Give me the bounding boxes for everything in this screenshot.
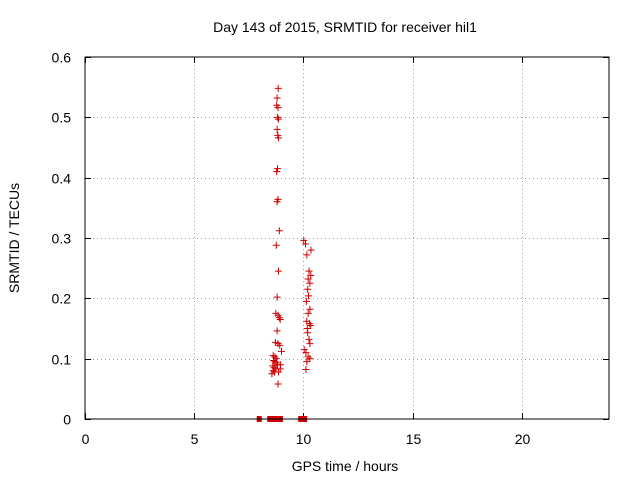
data-point xyxy=(268,370,276,378)
data-point xyxy=(276,365,284,373)
data-point xyxy=(274,104,282,112)
x-axis-ticks: 0 5 10 15 20 xyxy=(82,57,531,447)
data-point xyxy=(275,227,283,235)
x-axis-label: GPS time / hours xyxy=(292,458,399,474)
x-tick-label: 0 xyxy=(82,431,90,447)
data-point xyxy=(306,355,314,363)
data-point xyxy=(306,279,314,287)
data-point xyxy=(306,305,314,313)
data-point xyxy=(304,329,312,337)
chart-title: Day 143 of 2015, SRMTID for receiver hil… xyxy=(213,19,477,35)
data-point xyxy=(304,309,312,317)
data-point xyxy=(272,241,280,249)
data-point xyxy=(276,341,284,349)
data-points xyxy=(256,84,315,422)
data-point xyxy=(302,240,310,248)
x-tick-label: 5 xyxy=(191,431,199,447)
data-point xyxy=(273,293,281,301)
data-point xyxy=(300,236,308,244)
data-point xyxy=(304,285,312,293)
data-point xyxy=(307,271,315,279)
y-tick-label: 0.1 xyxy=(52,352,72,368)
data-point xyxy=(304,275,312,283)
plot-frame xyxy=(84,56,610,420)
y-tick-label: 0.6 xyxy=(52,50,72,66)
data-point xyxy=(303,251,311,259)
x-tick-label: 20 xyxy=(515,431,531,447)
data-point xyxy=(274,113,282,121)
y-axis-ticks: 0 0.1 0.2 0.3 0.4 0.5 0.6 xyxy=(52,50,609,428)
data-point xyxy=(275,314,283,322)
data-point xyxy=(305,320,313,328)
x-tick-label: 10 xyxy=(296,431,312,447)
data-point xyxy=(278,347,285,355)
data-point xyxy=(276,315,284,323)
data-point xyxy=(269,367,277,375)
data-point xyxy=(274,368,282,376)
data-point xyxy=(305,292,313,300)
data-point xyxy=(274,165,282,173)
y-tick-label: 0.4 xyxy=(52,171,72,187)
data-point xyxy=(274,380,282,388)
y-tick-label: 0.2 xyxy=(52,291,72,307)
data-point xyxy=(300,346,308,354)
data-point xyxy=(302,349,310,357)
y-axis-label: SRMTID / TECUs xyxy=(6,183,22,293)
y-tick-label: 0.3 xyxy=(52,231,72,247)
y-tick-label: 0.5 xyxy=(52,110,72,126)
data-point xyxy=(273,359,281,367)
data-point xyxy=(305,267,313,275)
data-point xyxy=(273,125,281,133)
x-tick-label: 15 xyxy=(406,431,422,447)
data-point xyxy=(302,366,310,374)
data-point xyxy=(274,267,282,275)
data-point xyxy=(304,353,312,361)
grid xyxy=(85,57,609,419)
data-point xyxy=(273,94,281,102)
data-point xyxy=(307,321,315,329)
data-point xyxy=(307,246,315,254)
data-point xyxy=(274,115,282,123)
data-point xyxy=(303,358,311,366)
data-point xyxy=(306,340,314,348)
data-point xyxy=(273,327,281,335)
data-point xyxy=(274,84,282,92)
data-point xyxy=(302,297,310,305)
data-point xyxy=(274,340,282,348)
data-point xyxy=(273,198,281,206)
y-tick-label: 0 xyxy=(63,412,71,428)
data-point xyxy=(274,134,282,142)
data-point xyxy=(273,168,281,176)
data-point xyxy=(305,335,313,343)
